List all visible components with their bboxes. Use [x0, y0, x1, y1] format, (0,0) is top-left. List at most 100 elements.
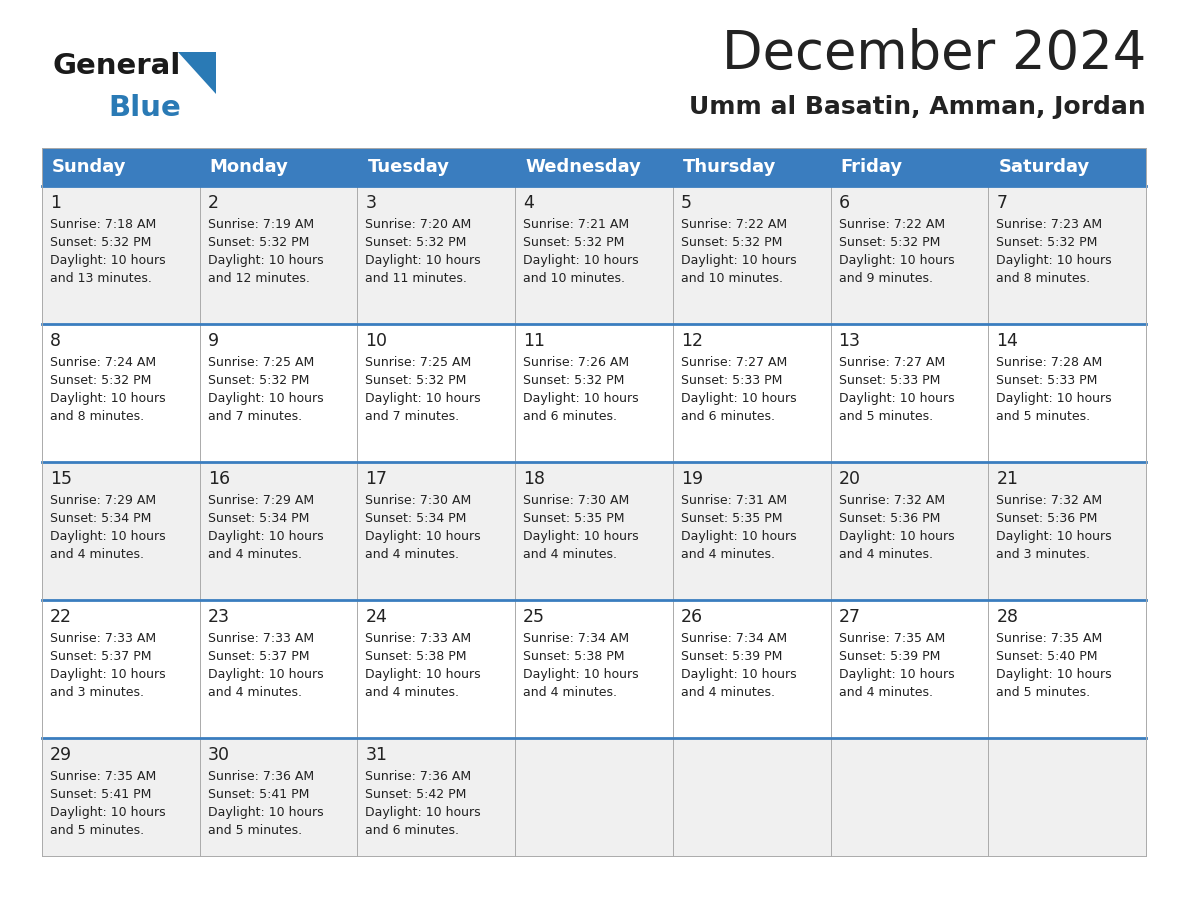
Text: Sunrise: 7:25 AM: Sunrise: 7:25 AM: [208, 356, 314, 369]
Text: and 4 minutes.: and 4 minutes.: [523, 686, 617, 699]
Text: and 10 minutes.: and 10 minutes.: [681, 272, 783, 285]
Text: 31: 31: [366, 746, 387, 764]
Text: 16: 16: [208, 470, 229, 488]
Text: Friday: Friday: [841, 158, 903, 176]
Text: Sunset: 5:35 PM: Sunset: 5:35 PM: [523, 512, 625, 525]
Text: Daylight: 10 hours: Daylight: 10 hours: [839, 392, 954, 405]
Text: and 5 minutes.: and 5 minutes.: [839, 410, 933, 423]
Text: Sunrise: 7:34 AM: Sunrise: 7:34 AM: [523, 632, 630, 645]
Text: Sunrise: 7:33 AM: Sunrise: 7:33 AM: [50, 632, 156, 645]
Text: Sunrise: 7:23 AM: Sunrise: 7:23 AM: [997, 218, 1102, 231]
Text: Sunset: 5:35 PM: Sunset: 5:35 PM: [681, 512, 783, 525]
Text: Sunset: 5:39 PM: Sunset: 5:39 PM: [681, 650, 782, 663]
Text: 9: 9: [208, 332, 219, 350]
Text: Sunset: 5:33 PM: Sunset: 5:33 PM: [997, 374, 1098, 387]
Text: Wednesday: Wednesday: [525, 158, 642, 176]
Text: and 3 minutes.: and 3 minutes.: [50, 686, 144, 699]
Text: Sunrise: 7:22 AM: Sunrise: 7:22 AM: [839, 218, 944, 231]
Text: Sunset: 5:39 PM: Sunset: 5:39 PM: [839, 650, 940, 663]
Text: Sunrise: 7:31 AM: Sunrise: 7:31 AM: [681, 494, 786, 507]
Text: Daylight: 10 hours: Daylight: 10 hours: [523, 530, 639, 543]
Text: Daylight: 10 hours: Daylight: 10 hours: [208, 392, 323, 405]
Text: Sunrise: 7:19 AM: Sunrise: 7:19 AM: [208, 218, 314, 231]
Text: Thursday: Thursday: [683, 158, 776, 176]
Text: Sunset: 5:32 PM: Sunset: 5:32 PM: [839, 236, 940, 249]
Text: 4: 4: [523, 194, 535, 212]
Text: and 4 minutes.: and 4 minutes.: [839, 548, 933, 561]
Text: Sunset: 5:32 PM: Sunset: 5:32 PM: [997, 236, 1098, 249]
Text: Daylight: 10 hours: Daylight: 10 hours: [681, 530, 796, 543]
Text: 23: 23: [208, 608, 229, 626]
Bar: [42, 738, 1146, 856]
Text: 19: 19: [681, 470, 703, 488]
Text: 29: 29: [50, 746, 72, 764]
Text: 27: 27: [839, 608, 860, 626]
Text: Daylight: 10 hours: Daylight: 10 hours: [50, 530, 165, 543]
Text: Daylight: 10 hours: Daylight: 10 hours: [839, 530, 954, 543]
Text: Sunrise: 7:26 AM: Sunrise: 7:26 AM: [523, 356, 630, 369]
Text: and 8 minutes.: and 8 minutes.: [997, 272, 1091, 285]
Text: Daylight: 10 hours: Daylight: 10 hours: [997, 254, 1112, 267]
Text: Sunset: 5:38 PM: Sunset: 5:38 PM: [366, 650, 467, 663]
Text: Daylight: 10 hours: Daylight: 10 hours: [208, 530, 323, 543]
Text: 6: 6: [839, 194, 849, 212]
Text: Sunset: 5:34 PM: Sunset: 5:34 PM: [50, 512, 151, 525]
Text: and 4 minutes.: and 4 minutes.: [208, 548, 302, 561]
Text: General: General: [52, 52, 181, 80]
Text: Sunday: Sunday: [52, 158, 126, 176]
Text: Daylight: 10 hours: Daylight: 10 hours: [208, 668, 323, 681]
Text: Sunset: 5:32 PM: Sunset: 5:32 PM: [523, 236, 625, 249]
Text: Blue: Blue: [108, 94, 181, 122]
Text: Sunset: 5:40 PM: Sunset: 5:40 PM: [997, 650, 1098, 663]
Text: Sunset: 5:32 PM: Sunset: 5:32 PM: [366, 374, 467, 387]
Text: Sunset: 5:38 PM: Sunset: 5:38 PM: [523, 650, 625, 663]
Text: Sunrise: 7:22 AM: Sunrise: 7:22 AM: [681, 218, 786, 231]
Text: Sunset: 5:41 PM: Sunset: 5:41 PM: [50, 788, 151, 801]
Text: and 3 minutes.: and 3 minutes.: [997, 548, 1091, 561]
Text: Sunset: 5:33 PM: Sunset: 5:33 PM: [839, 374, 940, 387]
Text: Sunset: 5:42 PM: Sunset: 5:42 PM: [366, 788, 467, 801]
Text: Sunrise: 7:35 AM: Sunrise: 7:35 AM: [50, 770, 157, 783]
Text: 5: 5: [681, 194, 691, 212]
Text: and 5 minutes.: and 5 minutes.: [997, 410, 1091, 423]
Text: 1: 1: [50, 194, 61, 212]
Text: Daylight: 10 hours: Daylight: 10 hours: [50, 392, 165, 405]
Text: Sunset: 5:37 PM: Sunset: 5:37 PM: [208, 650, 309, 663]
Text: Daylight: 10 hours: Daylight: 10 hours: [50, 668, 165, 681]
Text: 15: 15: [50, 470, 72, 488]
Text: Sunrise: 7:32 AM: Sunrise: 7:32 AM: [839, 494, 944, 507]
Text: Sunset: 5:36 PM: Sunset: 5:36 PM: [839, 512, 940, 525]
Text: and 4 minutes.: and 4 minutes.: [681, 686, 775, 699]
Text: Daylight: 10 hours: Daylight: 10 hours: [523, 392, 639, 405]
Text: and 4 minutes.: and 4 minutes.: [366, 548, 460, 561]
Text: Sunset: 5:41 PM: Sunset: 5:41 PM: [208, 788, 309, 801]
Text: Sunset: 5:37 PM: Sunset: 5:37 PM: [50, 650, 152, 663]
Text: 17: 17: [366, 470, 387, 488]
Text: Sunrise: 7:34 AM: Sunrise: 7:34 AM: [681, 632, 786, 645]
Text: and 5 minutes.: and 5 minutes.: [208, 824, 302, 837]
Text: Daylight: 10 hours: Daylight: 10 hours: [366, 254, 481, 267]
Text: Sunrise: 7:27 AM: Sunrise: 7:27 AM: [839, 356, 944, 369]
Text: Sunrise: 7:36 AM: Sunrise: 7:36 AM: [366, 770, 472, 783]
Text: Sunset: 5:32 PM: Sunset: 5:32 PM: [208, 374, 309, 387]
Text: Daylight: 10 hours: Daylight: 10 hours: [50, 254, 165, 267]
Text: Sunrise: 7:30 AM: Sunrise: 7:30 AM: [523, 494, 630, 507]
Text: 12: 12: [681, 332, 703, 350]
Bar: [42, 462, 1146, 600]
Text: Daylight: 10 hours: Daylight: 10 hours: [839, 668, 954, 681]
Text: Sunset: 5:33 PM: Sunset: 5:33 PM: [681, 374, 782, 387]
Text: Daylight: 10 hours: Daylight: 10 hours: [681, 668, 796, 681]
Text: Daylight: 10 hours: Daylight: 10 hours: [208, 806, 323, 819]
Text: 8: 8: [50, 332, 61, 350]
Text: and 7 minutes.: and 7 minutes.: [366, 410, 460, 423]
Text: Daylight: 10 hours: Daylight: 10 hours: [523, 668, 639, 681]
Text: Daylight: 10 hours: Daylight: 10 hours: [681, 392, 796, 405]
Text: and 10 minutes.: and 10 minutes.: [523, 272, 625, 285]
Text: Daylight: 10 hours: Daylight: 10 hours: [997, 668, 1112, 681]
Text: Sunrise: 7:33 AM: Sunrise: 7:33 AM: [208, 632, 314, 645]
Text: Sunset: 5:34 PM: Sunset: 5:34 PM: [208, 512, 309, 525]
Text: Daylight: 10 hours: Daylight: 10 hours: [997, 530, 1112, 543]
Text: 22: 22: [50, 608, 72, 626]
Text: Sunrise: 7:29 AM: Sunrise: 7:29 AM: [50, 494, 156, 507]
Text: and 5 minutes.: and 5 minutes.: [50, 824, 144, 837]
